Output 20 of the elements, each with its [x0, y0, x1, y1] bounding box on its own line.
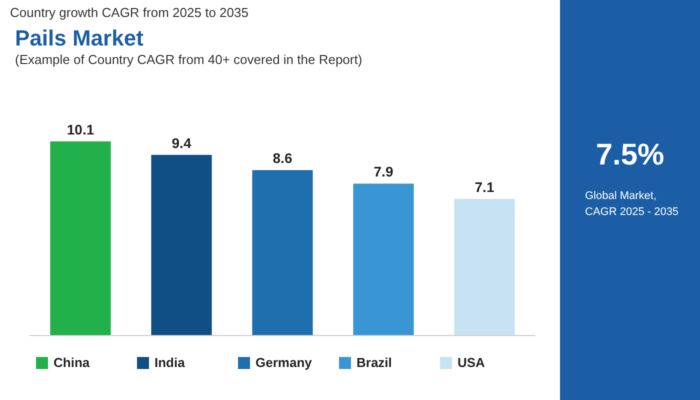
- x-tick-label: Germany: [256, 355, 312, 370]
- bar: [353, 184, 414, 335]
- data-label: 9.4: [172, 134, 192, 151]
- x-tick-label: USA: [458, 355, 485, 370]
- bar: [454, 198, 515, 335]
- text: Global Market, CAGR 2025 - 2035: [585, 190, 679, 218]
- chart-subtitle: (Example of Country CAGR from 40+ covered in the Report): [15, 52, 362, 67]
- bar: [252, 170, 313, 335]
- chart-title: Pails Market: [15, 26, 144, 50]
- data-label: 7.9: [374, 164, 394, 180]
- data-label: 7.1: [474, 178, 494, 195]
- data-label: 8.6: [272, 150, 292, 166]
- text: Country growth CAGR from 2025 to 2035: [10, 5, 248, 20]
- x-tick-label: India: [154, 355, 185, 370]
- data-label: 10.1: [66, 121, 94, 138]
- bar: [151, 154, 212, 335]
- text: 7.5%: [596, 138, 664, 172]
- x-tick-label: Brazil: [356, 355, 392, 370]
- x-tick-label: China: [54, 355, 90, 370]
- bar: [50, 141, 111, 335]
